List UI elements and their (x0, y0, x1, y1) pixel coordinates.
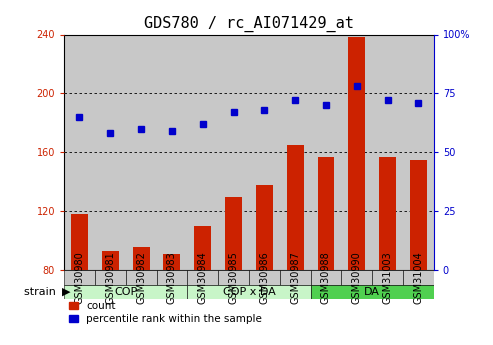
Bar (410, 160, 427, 270)
Bar (349, 38, 365, 270)
Bar (280, 34, 311, 270)
Bar (317, 157, 334, 270)
Bar (187, 285, 311, 299)
Text: GSM31003: GSM31003 (383, 251, 392, 304)
Bar (102, 251, 119, 270)
Text: GSM30982: GSM30982 (136, 251, 146, 304)
Bar (64, 34, 95, 270)
Text: GSM30987: GSM30987 (290, 251, 300, 304)
Text: GSM30986: GSM30986 (259, 251, 269, 304)
Text: DA: DA (364, 287, 380, 297)
Bar (95, 270, 126, 285)
Bar (64, 270, 95, 285)
Text: GSM30983: GSM30983 (167, 251, 177, 304)
Bar (157, 34, 187, 270)
Title: GDS780 / rc_AI071429_at: GDS780 / rc_AI071429_at (144, 16, 354, 32)
Bar (95, 34, 126, 270)
Legend: count, percentile rank within the sample: count, percentile rank within the sample (70, 301, 262, 324)
Bar (126, 34, 157, 270)
Bar (187, 270, 218, 285)
Bar (379, 157, 396, 270)
Text: COP: COP (114, 287, 138, 297)
Text: ▶: ▶ (62, 287, 70, 297)
Bar (372, 34, 403, 270)
Bar (187, 34, 218, 270)
Bar (157, 270, 187, 285)
Bar (218, 34, 249, 270)
Bar (225, 197, 242, 270)
Bar (287, 145, 304, 270)
Text: GSM30980: GSM30980 (74, 251, 84, 304)
Bar (71, 214, 88, 270)
Bar (126, 270, 157, 285)
Bar (249, 270, 280, 285)
Text: COP x DA: COP x DA (223, 287, 275, 297)
Text: GSM31004: GSM31004 (414, 251, 423, 304)
Bar (311, 285, 434, 299)
Bar (218, 270, 249, 285)
Bar (311, 34, 341, 270)
Bar (256, 185, 273, 270)
Text: GSM30981: GSM30981 (106, 251, 115, 304)
Text: GSM30990: GSM30990 (352, 251, 362, 304)
Text: strain: strain (24, 287, 59, 297)
Bar (133, 247, 149, 270)
Bar (341, 270, 372, 285)
Bar (280, 270, 311, 285)
Text: GSM30985: GSM30985 (229, 251, 239, 304)
Bar (64, 285, 187, 299)
Bar (311, 270, 341, 285)
Text: GSM30984: GSM30984 (198, 251, 208, 304)
Bar (403, 34, 434, 270)
Bar (403, 270, 434, 285)
Bar (249, 34, 280, 270)
Text: GSM30988: GSM30988 (321, 251, 331, 304)
Bar (341, 34, 372, 270)
Bar (372, 270, 403, 285)
Bar (164, 254, 180, 270)
Bar (194, 226, 211, 270)
